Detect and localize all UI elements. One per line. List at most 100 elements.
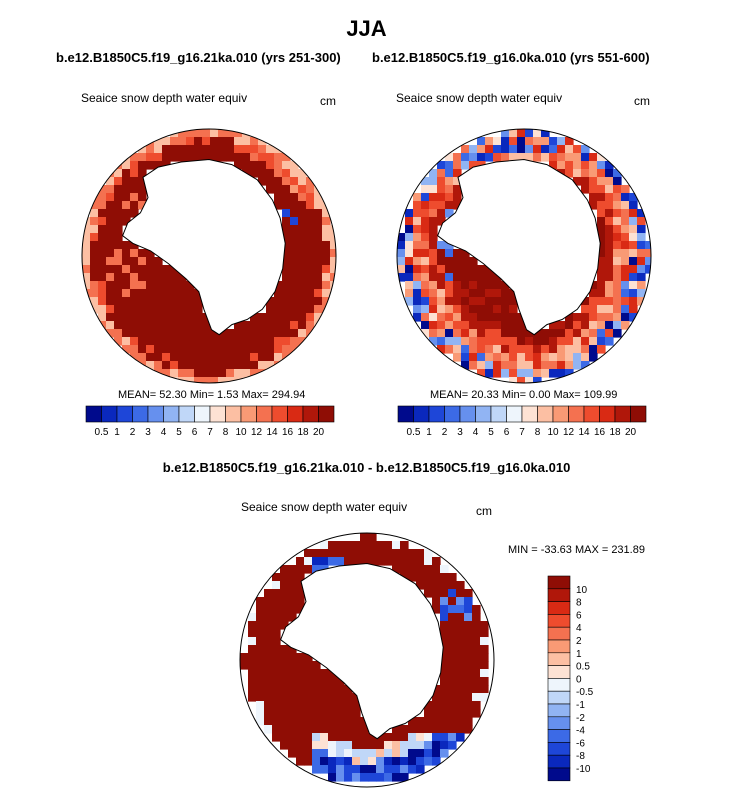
grid-cell <box>421 329 430 338</box>
grid-cell <box>477 273 486 282</box>
grid-cell <box>194 289 203 298</box>
grid-cell <box>501 321 510 330</box>
grid-cell <box>360 557 369 566</box>
grid-cell <box>549 161 558 170</box>
grid-cell <box>400 765 409 774</box>
grid-cell <box>162 329 171 338</box>
grid-cell <box>453 297 462 306</box>
grid-cell <box>605 169 614 178</box>
grid-cell <box>290 281 299 290</box>
grid-cell <box>485 361 494 370</box>
grid-cell <box>400 549 409 558</box>
grid-cell <box>266 345 275 354</box>
grid-cell <box>549 369 558 378</box>
grid-cell <box>429 289 438 298</box>
variable-label-modern: Seaice snow depth water equiv <box>396 91 563 105</box>
grid-cell <box>472 613 481 622</box>
grid-cell <box>296 653 305 662</box>
grid-cell <box>621 193 630 202</box>
grid-cell <box>501 345 510 354</box>
grid-cell <box>360 749 369 758</box>
grid-cell <box>170 369 179 378</box>
grid-cell <box>472 653 481 662</box>
grid-cell <box>122 169 131 178</box>
grid-cell <box>581 313 590 322</box>
grid-cell <box>296 669 305 678</box>
grid-cell <box>138 177 147 186</box>
grid-cell <box>437 193 446 202</box>
grid-cell <box>453 321 462 330</box>
grid-cell <box>557 345 566 354</box>
grid-cell <box>453 177 462 186</box>
grid-cell <box>304 733 313 742</box>
grid-cell <box>629 289 638 298</box>
grid-cell <box>146 353 155 362</box>
grid-cell <box>501 329 510 338</box>
field-difference <box>240 533 489 782</box>
grid-cell <box>461 257 470 266</box>
grid-cell <box>405 297 414 306</box>
grid-cell <box>264 621 273 630</box>
grid-cell <box>437 201 446 210</box>
grid-cell <box>629 193 638 202</box>
grid-cell <box>413 313 422 322</box>
grid-cell <box>445 345 454 354</box>
grid-cell <box>621 225 630 234</box>
grid-cell <box>605 281 614 290</box>
grid-cell <box>392 541 401 550</box>
grid-cell <box>445 321 454 330</box>
colorbar-swatch <box>287 405 304 423</box>
grid-cell <box>336 773 345 782</box>
grid-cell <box>477 369 486 378</box>
grid-cell <box>408 717 417 726</box>
grid-cell <box>549 145 558 154</box>
grid-cell <box>453 313 462 322</box>
grid-cell <box>322 233 331 242</box>
grid-cell <box>464 637 473 646</box>
grid-cell <box>250 337 259 346</box>
grid-cell <box>437 337 446 346</box>
grid-cell <box>98 209 107 218</box>
grid-cell <box>392 741 401 750</box>
grid-cell <box>408 757 417 766</box>
grid-cell <box>413 209 422 218</box>
grid-cell <box>440 629 449 638</box>
grid-cell <box>336 701 345 710</box>
grid-cell <box>565 345 574 354</box>
grid-cell <box>549 337 558 346</box>
grid-cell <box>288 717 297 726</box>
grid-cell <box>154 337 163 346</box>
grid-cell <box>485 305 494 314</box>
grid-cell <box>621 289 630 298</box>
grid-cell <box>453 345 462 354</box>
grid-cell <box>464 717 473 726</box>
grid-cell <box>437 185 446 194</box>
colorbar-tick-label: 18 <box>609 427 621 438</box>
grid-cell <box>138 345 147 354</box>
grid-cell <box>432 573 441 582</box>
grid-cell <box>186 337 195 346</box>
grid-cell <box>589 169 598 178</box>
grid-cell <box>274 169 283 178</box>
grid-cell <box>432 565 441 574</box>
grid-cell <box>210 145 219 154</box>
grid-cell <box>304 749 313 758</box>
grid-cell <box>597 241 606 250</box>
grid-cell <box>290 217 299 226</box>
grid-cell <box>322 281 331 290</box>
grid-cell <box>421 257 430 266</box>
grid-cell <box>186 297 195 306</box>
grid-cell <box>264 717 273 726</box>
grid-cell <box>421 249 430 258</box>
grid-cell <box>274 281 283 290</box>
grid-cell <box>645 241 651 250</box>
colorbar-swatch <box>318 405 335 423</box>
grid-cell <box>456 661 465 670</box>
grid-cell <box>456 709 465 718</box>
grid-cell <box>549 153 558 162</box>
colorbar-swatch <box>547 690 571 705</box>
grid-cell <box>629 241 638 250</box>
grid-cell <box>202 345 211 354</box>
grid-cell <box>509 129 518 138</box>
